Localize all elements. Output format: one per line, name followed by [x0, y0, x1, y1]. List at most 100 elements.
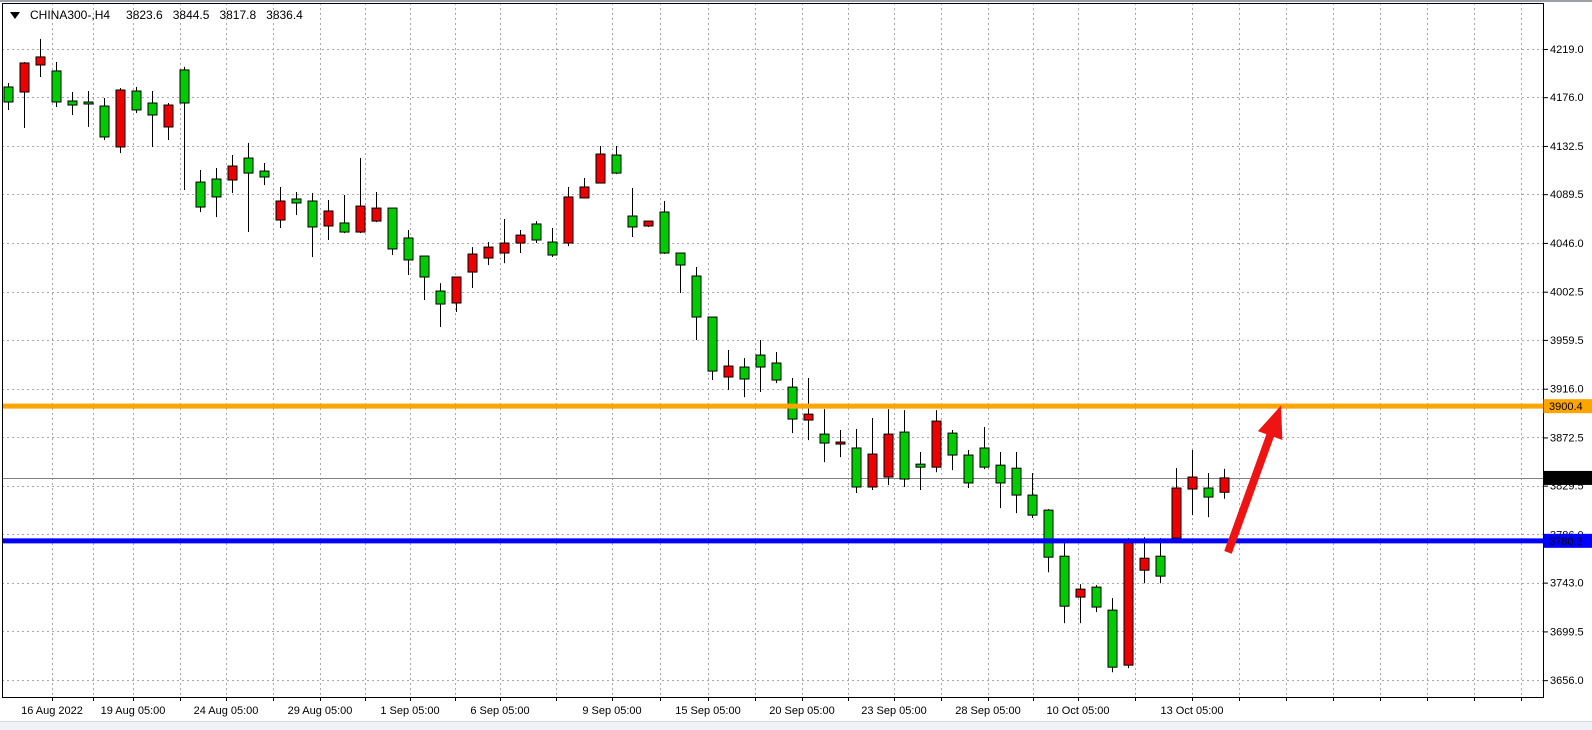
price-axis-label[interactable]: 3916.0: [1550, 384, 1584, 396]
chart-ohlc-header: CHINA300-,H4 3823.6 3844.5 3817.8 3836.4: [10, 8, 313, 22]
candle-body: [739, 366, 750, 380]
price-axis-label[interactable]: 3959.5: [1550, 335, 1584, 347]
candle-body: [675, 252, 686, 266]
window-top-border: [0, 0, 1592, 2]
price-axis-label[interactable]: 4219.0: [1550, 44, 1584, 56]
candle-body: [451, 276, 462, 304]
candle-body: [803, 413, 814, 421]
candle-body: [35, 56, 46, 66]
candle-body: [707, 316, 718, 372]
candle-body: [627, 215, 638, 228]
candle-body: [995, 464, 1006, 484]
time-axis-label[interactable]: 1 Sep 05:00: [380, 705, 439, 717]
time-axis-label[interactable]: 15 Sep 05:00: [675, 705, 740, 717]
candle-body: [1107, 609, 1118, 668]
time-axis-label[interactable]: 20 Sep 05:00: [769, 705, 834, 717]
candle-body: [419, 255, 430, 278]
price-axis-label[interactable]: 3656.0: [1550, 675, 1584, 687]
candle-body: [835, 441, 846, 445]
trend-arrow-head[interactable]: [1257, 405, 1283, 441]
time-axis-label[interactable]: 24 Aug 05:00: [194, 705, 259, 717]
price-axis-label[interactable]: 4089.5: [1550, 189, 1584, 201]
price-axis-label[interactable]: 4132.5: [1550, 141, 1584, 153]
candle-body: [323, 210, 334, 227]
candle-body: [67, 100, 78, 106]
candle-body: [947, 432, 958, 456]
candle-body: [755, 354, 766, 368]
candle-body: [259, 170, 270, 178]
candle-body: [963, 454, 974, 484]
time-axis-label[interactable]: 29 Aug 05:00: [288, 705, 353, 717]
trend-arrow-shaft[interactable]: [1224, 430, 1276, 554]
candle-body: [643, 220, 654, 227]
chart-plot-area[interactable]: [2, 3, 1543, 697]
support-line-price-label: 3780.3: [1549, 536, 1583, 548]
symbol-period-label: CHINA300-,H4: [30, 8, 111, 22]
window-bottom-strip: [0, 721, 1592, 730]
candle-body: [403, 237, 414, 261]
candle-body: [563, 196, 574, 244]
candle-body: [179, 69, 190, 104]
candle-body: [883, 433, 894, 478]
time-axis-label[interactable]: 13 Oct 05:00: [1161, 705, 1224, 717]
candle-body: [195, 181, 206, 208]
candle-body: [1171, 487, 1182, 539]
candle-body: [211, 178, 222, 198]
candle-body: [1043, 509, 1054, 558]
candle-body: [595, 153, 606, 184]
symbol-dropdown-icon[interactable]: [10, 11, 20, 19]
bar-low-value: 3817.8: [219, 8, 257, 22]
time-axis-label[interactable]: 19 Aug 05:00: [101, 705, 166, 717]
candle-body: [659, 211, 670, 254]
price-axis-label[interactable]: 4176.0: [1550, 92, 1584, 104]
candle-body: [867, 453, 878, 488]
time-axis-label[interactable]: 23 Sep 05:00: [861, 705, 926, 717]
time-axis-label[interactable]: 6 Sep 05:00: [470, 705, 529, 717]
candle-body: [1075, 588, 1086, 598]
candle-body: [115, 89, 126, 148]
time-axis-label[interactable]: 28 Sep 05:00: [955, 705, 1020, 717]
candle-body: [819, 433, 830, 444]
candle-body: [339, 222, 350, 233]
candle-body: [435, 290, 446, 305]
candle-body: [147, 102, 158, 116]
candle-body: [51, 70, 62, 103]
candle-body: [515, 234, 526, 244]
time-axis-label[interactable]: 10 Oct 05:00: [1047, 705, 1110, 717]
price-axis-label[interactable]: 3699.5: [1550, 626, 1584, 638]
price-axis-label[interactable]: 4046.0: [1550, 238, 1584, 250]
resistance-line-price-label-box: [1543, 399, 1592, 414]
current-price-line-price-label: 3836.4: [1549, 473, 1583, 485]
candle-body: [851, 447, 862, 488]
candle-body: [243, 157, 254, 174]
candle-body: [1091, 586, 1102, 608]
candle-body: [131, 90, 142, 111]
price-axis-label[interactable]: 3872.5: [1550, 432, 1584, 444]
current-price-line-price-label-box: [1543, 470, 1592, 485]
candle-body: [771, 362, 782, 381]
price-axis-label[interactable]: 4002.5: [1550, 287, 1584, 299]
candle-body: [899, 431, 910, 480]
candle-body: [915, 463, 926, 468]
candle-body: [275, 200, 286, 221]
candle-body: [387, 207, 398, 250]
price-axis-label[interactable]: 3743.0: [1550, 578, 1584, 590]
candle-body: [1187, 476, 1198, 490]
candle-body: [979, 447, 990, 468]
resistance-line-price-label: 3900.4: [1549, 401, 1583, 413]
candle-body: [227, 165, 238, 181]
bar-high-value: 3844.5: [172, 8, 210, 22]
candle-body: [579, 186, 590, 199]
candle-body: [931, 420, 942, 468]
time-axis-label[interactable]: 16 Aug 2022: [21, 705, 83, 717]
candle-body: [483, 246, 494, 259]
candle-body: [1139, 557, 1150, 571]
bar-close-value: 3836.4: [266, 8, 303, 22]
candle-body: [547, 241, 558, 256]
candle-body: [291, 198, 302, 204]
candle-body: [1027, 494, 1038, 516]
time-axis-label[interactable]: 9 Sep 05:00: [582, 705, 641, 717]
candle-body: [531, 223, 542, 241]
